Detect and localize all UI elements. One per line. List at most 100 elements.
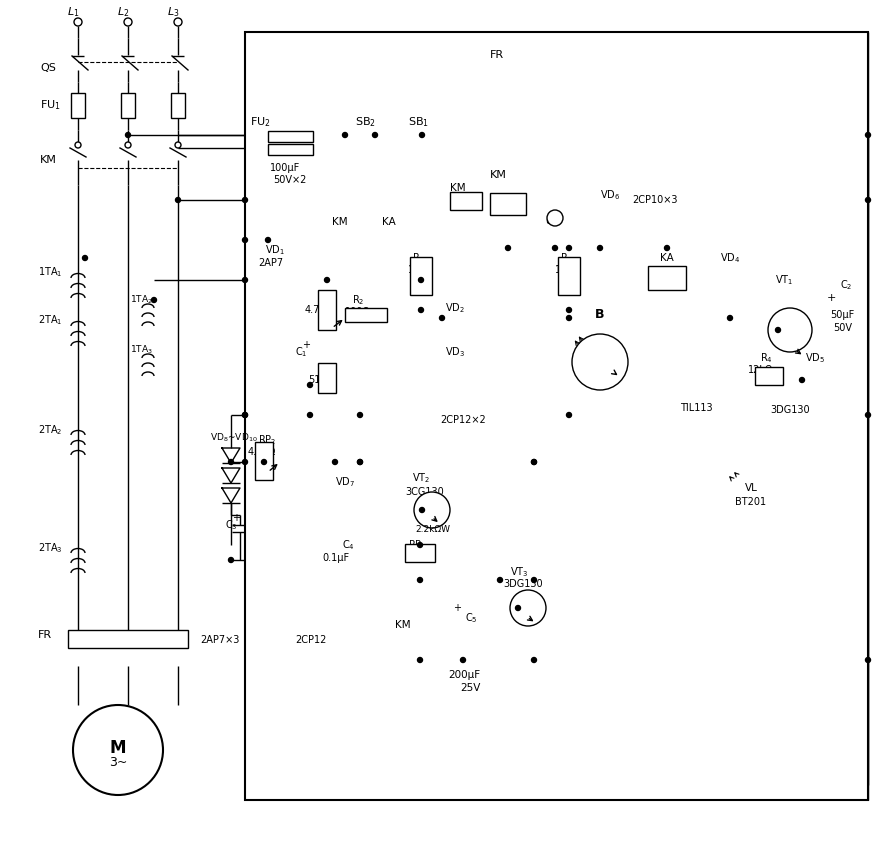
Circle shape (532, 577, 536, 583)
Text: +: + (827, 293, 837, 303)
Text: VD$_2$: VD$_2$ (445, 301, 465, 315)
Text: 4.7kΩ: 4.7kΩ (248, 447, 276, 457)
Text: 100Ω: 100Ω (345, 307, 371, 317)
Text: VD$_3$: VD$_3$ (445, 345, 465, 359)
Text: FR: FR (490, 50, 504, 60)
Circle shape (532, 460, 536, 465)
Bar (490, 193, 526, 215)
Text: 2TA$_2$: 2TA$_2$ (38, 423, 62, 437)
Text: QS: QS (40, 63, 56, 73)
Text: 2TA$_3$: 2TA$_3$ (38, 541, 63, 555)
Text: VD$_4$: VD$_4$ (720, 251, 740, 265)
Circle shape (665, 246, 669, 250)
Text: SB$_2$: SB$_2$ (355, 115, 376, 129)
Text: 2CP10×3: 2CP10×3 (632, 195, 677, 205)
Circle shape (532, 657, 536, 662)
Circle shape (418, 657, 422, 662)
Circle shape (547, 210, 563, 226)
Text: 200μF: 200μF (448, 670, 480, 680)
Text: R$_3$: R$_3$ (560, 251, 573, 265)
Circle shape (82, 255, 88, 260)
Text: KM: KM (490, 170, 507, 180)
Circle shape (124, 18, 132, 26)
Text: FR: FR (38, 630, 53, 640)
Bar (345, 308, 387, 322)
Bar (68, 630, 188, 648)
Circle shape (775, 327, 781, 332)
Text: C$_1$: C$_1$ (295, 345, 307, 359)
Text: 12kΩ: 12kΩ (748, 365, 774, 375)
Text: VD$_1$: VD$_1$ (265, 243, 285, 257)
Circle shape (74, 18, 82, 26)
Bar (255, 442, 273, 480)
Circle shape (343, 132, 348, 137)
Circle shape (125, 142, 131, 148)
Circle shape (865, 132, 871, 137)
Text: 4.7kΩ: 4.7kΩ (305, 305, 334, 315)
Text: R$_2$: R$_2$ (352, 293, 364, 307)
Circle shape (727, 315, 732, 321)
Circle shape (75, 142, 81, 148)
Circle shape (175, 198, 180, 203)
Circle shape (567, 246, 571, 250)
Circle shape (357, 412, 363, 417)
Text: 1TA$_2$: 1TA$_2$ (130, 293, 153, 306)
Circle shape (461, 657, 465, 662)
Circle shape (418, 543, 422, 548)
Circle shape (125, 132, 131, 137)
Bar (558, 257, 580, 295)
Text: KM: KM (332, 217, 348, 227)
Circle shape (505, 246, 511, 250)
Bar (318, 290, 336, 330)
Text: RP$_3$: RP$_3$ (408, 538, 427, 552)
Circle shape (243, 277, 248, 282)
Circle shape (307, 382, 313, 388)
Circle shape (419, 277, 423, 282)
Bar (450, 192, 482, 210)
Circle shape (865, 657, 871, 662)
Text: 50V: 50V (833, 323, 852, 333)
Circle shape (265, 237, 271, 243)
Text: VT$_2$: VT$_2$ (412, 471, 430, 485)
Text: R$_1$: R$_1$ (320, 361, 333, 375)
Text: 2AP7×3: 2AP7×3 (200, 635, 239, 645)
Text: RP$_2$: RP$_2$ (258, 433, 276, 447)
Circle shape (414, 492, 450, 528)
Text: 1kΩ: 1kΩ (555, 265, 574, 275)
Text: KM: KM (40, 155, 57, 165)
Circle shape (243, 412, 248, 417)
Text: RP$_1$: RP$_1$ (320, 291, 338, 305)
Text: TIL113: TIL113 (680, 403, 712, 413)
Circle shape (768, 308, 812, 352)
Text: $L_3$: $L_3$ (166, 5, 180, 19)
Circle shape (229, 557, 234, 562)
Circle shape (498, 577, 503, 583)
Circle shape (324, 277, 329, 282)
Circle shape (532, 460, 536, 465)
Text: 3DG130: 3DG130 (770, 405, 809, 415)
Bar (410, 257, 432, 295)
Circle shape (175, 142, 181, 148)
Circle shape (510, 590, 546, 626)
Bar (755, 367, 783, 385)
Circle shape (262, 460, 266, 465)
Bar (318, 363, 336, 393)
Circle shape (800, 377, 804, 382)
Circle shape (307, 412, 313, 417)
Text: VT$_1$: VT$_1$ (775, 273, 794, 287)
Circle shape (597, 246, 603, 250)
Text: KA: KA (382, 217, 396, 227)
Circle shape (73, 705, 163, 795)
Text: 3DG130: 3DG130 (503, 579, 542, 589)
Text: JQX-4: JQX-4 (648, 267, 675, 277)
Text: M: M (110, 739, 126, 757)
Bar (171, 93, 185, 118)
Text: 100μF: 100μF (270, 163, 300, 173)
Circle shape (333, 460, 337, 465)
Text: C$_4$: C$_4$ (342, 538, 355, 552)
Circle shape (229, 460, 234, 465)
Circle shape (243, 412, 248, 417)
Text: FU$_2$: FU$_2$ (250, 115, 271, 129)
Circle shape (243, 237, 248, 243)
Text: B: B (596, 309, 604, 321)
